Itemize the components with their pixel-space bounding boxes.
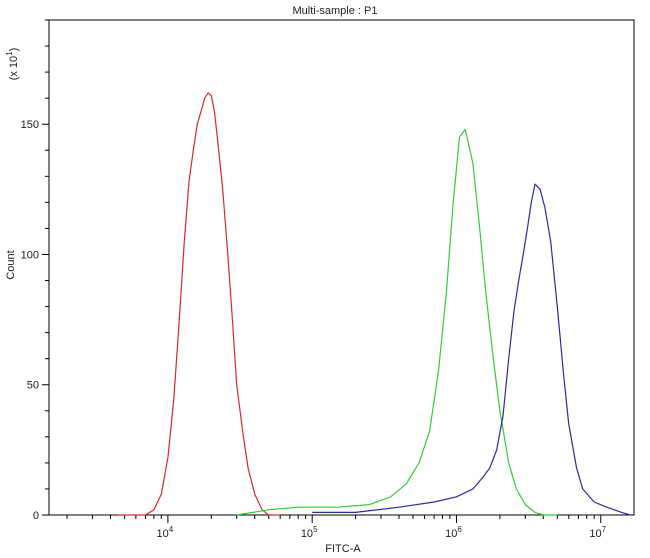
histogram-series — [117, 92, 631, 516]
x-tick-label: 106 — [445, 525, 462, 540]
plot-frame — [48, 19, 635, 516]
x-axis-label: FITC-A — [325, 543, 361, 555]
series-line-3 — [312, 183, 631, 516]
y-multiplier-label: (x 101) — [5, 48, 20, 81]
svg-text:(x 101): (x 101) — [5, 48, 20, 81]
chart-title: Multi-sample : P1 — [293, 5, 378, 17]
y-multiplier-exponent: 1 — [5, 51, 14, 56]
y-axis-label: Count — [5, 250, 17, 279]
x-tick-label: 104 — [157, 525, 174, 540]
x-axis-ticks: 104 105 106 107 — [66, 515, 607, 540]
y-axis-ticks: 0 50 100 150 — [21, 19, 49, 522]
y-tick-label: 50 — [27, 380, 39, 392]
y-multiplier-base: (x 10 — [8, 56, 20, 80]
series-line-1 — [117, 92, 281, 516]
x-tick-label: 107 — [589, 525, 606, 540]
y-tick-label: 100 — [21, 249, 39, 261]
y-tick-label: 150 — [21, 119, 39, 131]
x-tick-label: 105 — [301, 525, 318, 540]
y-tick-label: 0 — [33, 510, 39, 522]
series-line-2 — [236, 128, 558, 516]
